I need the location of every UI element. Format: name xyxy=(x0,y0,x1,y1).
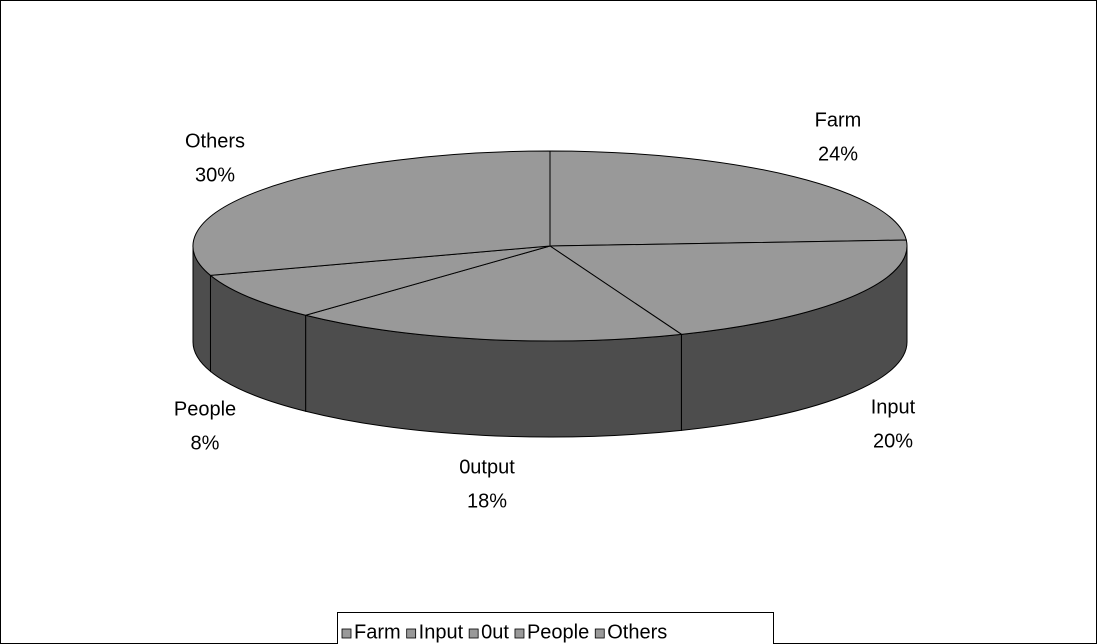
legend-swatch xyxy=(341,628,352,639)
slice-label: Input xyxy=(871,396,916,418)
slice-value-label: 30% xyxy=(195,164,235,186)
pie-slice xyxy=(548,239,908,335)
legend-swatch xyxy=(468,628,479,639)
legend-label: Farm xyxy=(354,621,401,643)
slice-label: People xyxy=(174,398,236,420)
slice-value-label: 20% xyxy=(873,430,913,452)
legend-swatch xyxy=(594,628,605,639)
pie-slice xyxy=(549,150,907,247)
slice-value-label: 24% xyxy=(818,143,858,165)
legend-box xyxy=(337,612,774,644)
pie-slice xyxy=(209,245,551,316)
legend-swatch xyxy=(406,628,417,639)
pie-slice xyxy=(303,245,683,342)
slice-label: Others xyxy=(185,130,245,152)
legend-swatch xyxy=(514,628,525,639)
slice-label: Farm xyxy=(815,109,862,131)
legend-label: 0ut xyxy=(481,621,509,643)
pie-slice xyxy=(192,150,551,276)
legend-label: People xyxy=(527,621,589,643)
legend-label: Input xyxy=(419,621,464,643)
slice-label: 0utput xyxy=(459,456,515,478)
slice-value-label: 8% xyxy=(191,432,220,454)
slice-value-label: 18% xyxy=(467,490,507,512)
legend-label: Others xyxy=(607,621,667,643)
